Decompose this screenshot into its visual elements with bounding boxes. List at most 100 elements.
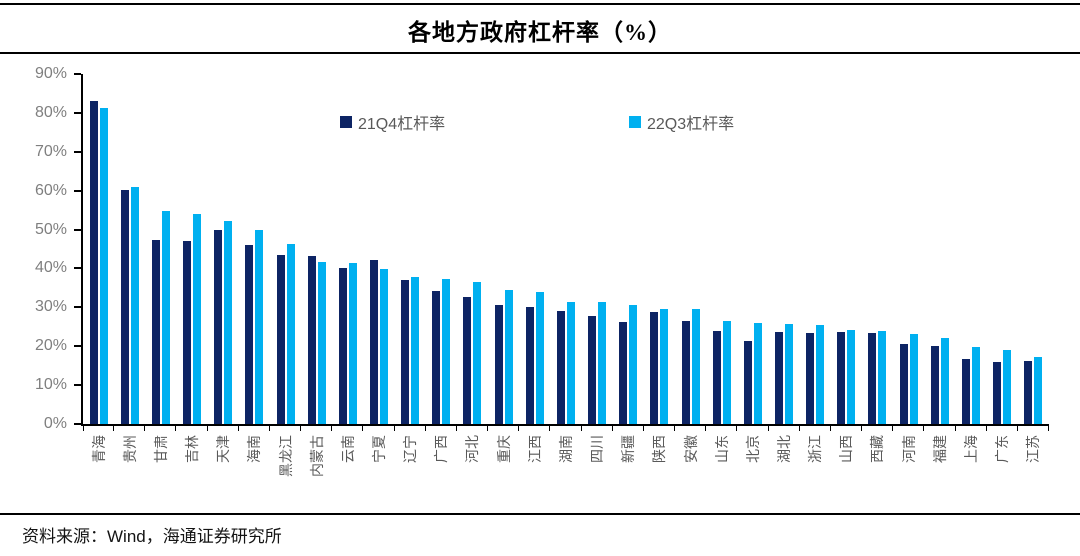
x-label: 广东 (994, 435, 1011, 463)
bar-22q3 (722, 321, 731, 424)
chart-title: 各地方政府杠杆率（%） (408, 20, 672, 45)
x-label: 江苏 (1025, 435, 1042, 463)
bar-21q4 (369, 260, 378, 424)
y-tick-label: 40% (34, 259, 67, 277)
x-tick (237, 426, 239, 431)
bar-group (644, 74, 675, 424)
bar-22q3 (379, 269, 388, 424)
bar-22q3 (99, 108, 108, 424)
y-tick-label: 90% (34, 65, 67, 82)
bar-group (114, 74, 145, 424)
bar-21q4 (214, 229, 223, 424)
bar-22q3 (971, 346, 980, 424)
x-tick (985, 426, 987, 431)
x-tick (455, 426, 457, 431)
bar-group (145, 74, 176, 424)
bar-21q4 (463, 297, 472, 424)
y-tick-label: 70% (34, 142, 67, 160)
bar-group (1018, 74, 1049, 424)
bar-group (955, 74, 986, 424)
bar-group (675, 74, 706, 424)
x-tick (736, 426, 738, 431)
y-tick-label: 20% (34, 337, 67, 355)
x-tick (300, 426, 302, 431)
source-rule (0, 513, 1080, 515)
bar-22q3 (878, 331, 887, 424)
bars (83, 74, 1049, 424)
bar-22q3 (598, 302, 607, 424)
bar-22q3 (1003, 349, 1012, 424)
bar-21q4 (868, 333, 877, 424)
bar-21q4 (930, 345, 939, 424)
bar-group (519, 74, 550, 424)
x-label: 宁夏 (370, 435, 387, 463)
x-tick (861, 426, 863, 431)
bar-22q3 (909, 333, 918, 424)
bar-21q4 (650, 312, 659, 424)
plot-area (81, 74, 1049, 426)
bar-21q4 (619, 322, 628, 424)
bar-group (831, 74, 862, 424)
source-text: 资料来源：Wind，海通证券研究所 (22, 527, 282, 546)
bar-21q4 (556, 310, 565, 424)
bar-21q4 (89, 100, 98, 424)
x-label: 陕西 (651, 435, 668, 463)
y-axis: 90% 80% 70% 60% 50% 40% 30% 20% 10% 0% (0, 65, 81, 432)
x-tick (829, 426, 831, 431)
x-label: 湖北 (776, 435, 793, 463)
bar-21q4 (276, 254, 285, 424)
x-tick (798, 426, 800, 431)
x-tick (487, 426, 489, 431)
y-tick (74, 73, 81, 75)
x-tick (362, 426, 364, 431)
x-label: 北京 (744, 435, 761, 463)
y-tick (74, 306, 81, 309)
bar-22q3 (940, 338, 949, 424)
top-rule (0, 3, 1080, 5)
x-label: 山西 (838, 435, 855, 463)
bar-group (176, 74, 207, 424)
x-tick (580, 426, 582, 431)
legend-item-21q4: 21Q4杠杆率 (340, 110, 445, 134)
x-label: 湖南 (557, 435, 574, 463)
bar-21q4 (120, 189, 129, 424)
bar-21q4 (307, 256, 316, 424)
bar-22q3 (473, 282, 482, 424)
legend-swatch-22q3 (629, 116, 641, 128)
bar-group (270, 74, 301, 424)
y-tick (74, 267, 81, 270)
bar-21q4 (494, 305, 503, 424)
x-label: 甘肃 (152, 435, 169, 463)
y-tick-label: 80% (34, 103, 67, 121)
x-label: 西藏 (869, 435, 886, 463)
x-tick (674, 426, 676, 431)
x-tick (705, 426, 707, 431)
x-label: 广西 (433, 435, 450, 463)
legend-label-21q4: 21Q4杠杆率 (358, 116, 446, 133)
bar-22q3 (411, 277, 420, 424)
y-tick-label: 10% (34, 376, 67, 394)
y-tick (74, 111, 81, 114)
bar-21q4 (993, 361, 1002, 424)
bar-21q4 (743, 340, 752, 424)
y-tick (74, 384, 81, 387)
y-tick (74, 423, 81, 425)
bar-22q3 (847, 329, 856, 424)
x-label: 重庆 (495, 435, 512, 463)
bar-22q3 (286, 243, 295, 424)
x-tick (923, 426, 925, 431)
legend-label-22q3: 22Q3杠杆率 (647, 116, 735, 133)
x-tick (1048, 426, 1049, 431)
bar-group (301, 74, 332, 424)
x-label: 贵州 (121, 435, 138, 463)
bar-group (582, 74, 613, 424)
bar-21q4 (961, 359, 970, 424)
bar-21q4 (899, 343, 908, 424)
bar-22q3 (566, 301, 575, 424)
bar-22q3 (130, 186, 139, 424)
x-tick (424, 426, 426, 431)
x-label: 山东 (713, 435, 730, 463)
x-label: 海南 (246, 435, 263, 463)
bar-21q4 (401, 280, 410, 424)
bar-21q4 (151, 239, 160, 424)
